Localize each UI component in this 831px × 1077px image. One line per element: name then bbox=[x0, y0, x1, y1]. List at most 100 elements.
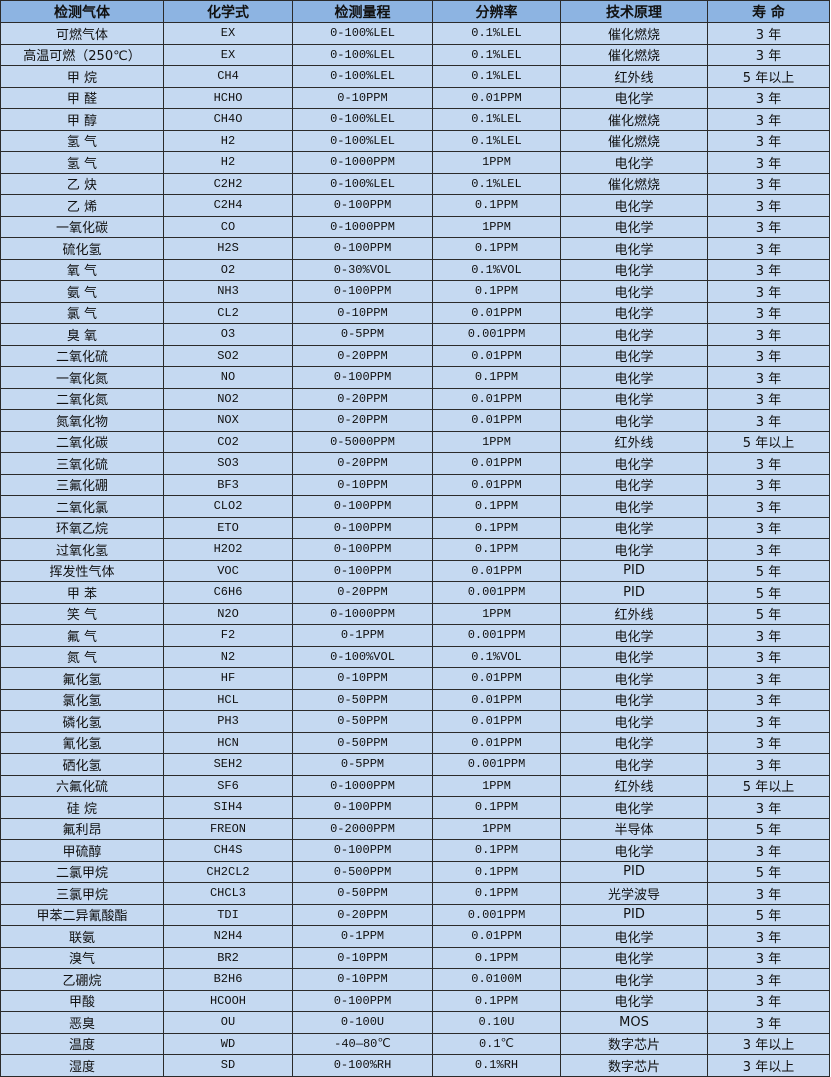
formula-cell: CO2 bbox=[163, 430, 293, 453]
table-row: 氢 气 H2 0-100%LEL 0.1%LEL 催化燃烧 3 年 bbox=[0, 129, 830, 152]
formula-cell: ETO bbox=[163, 516, 293, 539]
principle-cell: 电化学 bbox=[560, 86, 708, 109]
gas-name-cell: 三氟化硼 bbox=[0, 473, 164, 496]
resolution-cell: 1PPM bbox=[432, 151, 561, 174]
resolution-cell: 0.01PPM bbox=[432, 688, 561, 711]
range-cell: 0-100PPM bbox=[292, 989, 433, 1012]
gas-name-cell: 六氟化硫 bbox=[0, 774, 164, 797]
lifespan-cell: 3 年 bbox=[707, 796, 830, 819]
table-row: 甲 苯 C6H6 0-20PPM 0.001PPM PID 5 年 bbox=[0, 581, 830, 604]
resolution-cell: 0.001PPM bbox=[432, 753, 561, 776]
lifespan-cell: 3 年 bbox=[707, 473, 830, 496]
table-row: 氮氧化物 NOX 0-20PPM 0.01PPM 电化学 3 年 bbox=[0, 409, 830, 432]
lifespan-cell: 3 年 bbox=[707, 839, 830, 862]
gas-name-cell: 氟 气 bbox=[0, 624, 164, 647]
gas-name-cell: 氟化氢 bbox=[0, 667, 164, 690]
lifespan-cell: 5 年 bbox=[707, 559, 830, 582]
resolution-cell: 0.1PPM bbox=[432, 280, 561, 303]
range-cell: 0-500PPM bbox=[292, 860, 433, 883]
lifespan-cell: 3 年 bbox=[707, 452, 830, 475]
gas-name-cell: 甲硫醇 bbox=[0, 839, 164, 862]
range-cell: 0-50PPM bbox=[292, 710, 433, 733]
formula-cell: HCN bbox=[163, 731, 293, 754]
resolution-cell: 0.1PPM bbox=[432, 882, 561, 905]
resolution-cell: 0.01PPM bbox=[432, 86, 561, 109]
table-row: 氟化氢 HF 0-10PPM 0.01PPM 电化学 3 年 bbox=[0, 667, 830, 690]
gas-name-cell: 笑 气 bbox=[0, 602, 164, 625]
lifespan-cell: 3 年 bbox=[707, 301, 830, 324]
gas-name-cell: 温度 bbox=[0, 1032, 164, 1055]
lifespan-cell: 3 年以上 bbox=[707, 1032, 830, 1055]
principle-cell: 红外线 bbox=[560, 65, 708, 88]
gas-name-cell: 三氯甲烷 bbox=[0, 882, 164, 905]
principle-cell: 光学波导 bbox=[560, 882, 708, 905]
table-row: 一氧化碳 CO 0-1000PPM 1PPM 电化学 3 年 bbox=[0, 215, 830, 238]
resolution-cell: 0.01PPM bbox=[432, 925, 561, 948]
lifespan-cell: 3 年 bbox=[707, 258, 830, 281]
range-cell: 0-100%LEL bbox=[292, 108, 433, 131]
resolution-cell: 0.01PPM bbox=[432, 473, 561, 496]
table-row: 甲 醛 HCHO 0-10PPM 0.01PPM 电化学 3 年 bbox=[0, 86, 830, 109]
principle-cell: 催化燃烧 bbox=[560, 43, 708, 66]
range-cell: 0-10PPM bbox=[292, 968, 433, 991]
range-cell: 0-1000PPM bbox=[292, 602, 433, 625]
gas-name-cell: 二氧化氯 bbox=[0, 495, 164, 518]
resolution-cell: 1PPM bbox=[432, 817, 561, 840]
principle-cell: 电化学 bbox=[560, 452, 708, 475]
lifespan-cell: 3 年 bbox=[707, 495, 830, 518]
gas-name-cell: 一氧化碳 bbox=[0, 215, 164, 238]
formula-cell: CH4 bbox=[163, 65, 293, 88]
range-cell: 0-100PPM bbox=[292, 796, 433, 819]
principle-cell: 催化燃烧 bbox=[560, 108, 708, 131]
header-gas: 检测气体 bbox=[0, 0, 164, 23]
lifespan-cell: 3 年 bbox=[707, 1011, 830, 1034]
resolution-cell: 0.1PPM bbox=[432, 860, 561, 883]
lifespan-cell: 3 年 bbox=[707, 43, 830, 66]
table-row: 氟 气 F2 0-1PPM 0.001PPM 电化学 3 年 bbox=[0, 624, 830, 647]
table-row: 三氟化硼 BF3 0-10PPM 0.01PPM 电化学 3 年 bbox=[0, 473, 830, 496]
table-row: 环氧乙烷 ETO 0-100PPM 0.1PPM 电化学 3 年 bbox=[0, 516, 830, 539]
principle-cell: 电化学 bbox=[560, 495, 708, 518]
table-row: 氯 气 CL2 0-10PPM 0.01PPM 电化学 3 年 bbox=[0, 301, 830, 324]
principle-cell: 电化学 bbox=[560, 538, 708, 561]
gas-name-cell: 二氧化硫 bbox=[0, 344, 164, 367]
range-cell: 0-20PPM bbox=[292, 409, 433, 432]
resolution-cell: 0.1PPM bbox=[432, 237, 561, 260]
range-cell: 0-5PPM bbox=[292, 753, 433, 776]
table-row: 氨 气 NH3 0-100PPM 0.1PPM 电化学 3 年 bbox=[0, 280, 830, 303]
lifespan-cell: 3 年 bbox=[707, 989, 830, 1012]
formula-cell: H2 bbox=[163, 129, 293, 152]
table-row: 温度 WD -40—80℃ 0.1℃ 数字芯片 3 年以上 bbox=[0, 1032, 830, 1055]
resolution-cell: 0.01PPM bbox=[432, 409, 561, 432]
lifespan-cell: 3 年 bbox=[707, 925, 830, 948]
formula-cell: HF bbox=[163, 667, 293, 690]
range-cell: 0-100PPM bbox=[292, 538, 433, 561]
resolution-cell: 0.1℃ bbox=[432, 1032, 561, 1055]
range-cell: 0-1000PPM bbox=[292, 774, 433, 797]
formula-cell: O2 bbox=[163, 258, 293, 281]
gas-name-cell: 氰化氢 bbox=[0, 731, 164, 754]
lifespan-cell: 3 年 bbox=[707, 237, 830, 260]
resolution-cell: 0.01PPM bbox=[432, 344, 561, 367]
principle-cell: 电化学 bbox=[560, 645, 708, 668]
formula-cell: FREON bbox=[163, 817, 293, 840]
gas-name-cell: 硒化氢 bbox=[0, 753, 164, 776]
resolution-cell: 0.1%LEL bbox=[432, 22, 561, 45]
gas-name-cell: 甲 苯 bbox=[0, 581, 164, 604]
header-range: 检测量程 bbox=[292, 0, 433, 23]
table-row: 甲硫醇 CH4S 0-100PPM 0.1PPM 电化学 3 年 bbox=[0, 839, 830, 862]
principle-cell: 电化学 bbox=[560, 387, 708, 410]
lifespan-cell: 3 年 bbox=[707, 366, 830, 389]
principle-cell: 电化学 bbox=[560, 301, 708, 324]
resolution-cell: 0.1%LEL bbox=[432, 108, 561, 131]
resolution-cell: 0.1%LEL bbox=[432, 129, 561, 152]
principle-cell: 电化学 bbox=[560, 409, 708, 432]
principle-cell: 红外线 bbox=[560, 602, 708, 625]
header-formula: 化学式 bbox=[163, 0, 293, 23]
lifespan-cell: 3 年 bbox=[707, 344, 830, 367]
formula-cell: TDI bbox=[163, 903, 293, 926]
range-cell: 0-100%RH bbox=[292, 1054, 433, 1077]
formula-cell: BF3 bbox=[163, 473, 293, 496]
range-cell: 0-100PPM bbox=[292, 194, 433, 217]
